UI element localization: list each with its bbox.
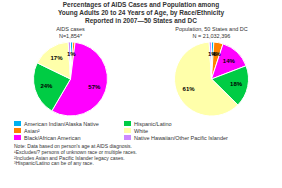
html-text:Note: Data based on person's a: Note: Data based on person's age at AIDS… [14,143,132,149]
html-text:N = 21,032,396: N = 21,032,396 [192,32,231,39]
svg-text:1%: 1% [67,51,76,57]
html-text:American Indian/Alaska Native: American Indian/Alaska Native [24,120,99,127]
html-text:Percentages of AIDS Cases and: Percentages of AIDS Cases and Population… [62,1,220,8]
html-text:Native Hawaiian/Other Pacific: Native Hawaiian/Other Pacific Islander [134,134,228,141]
html-text:²Includes Asian and Pacific Is: ²Includes Asian and Pacific Islander leg… [14,154,125,161]
svg-text:18%: 18% [230,81,243,87]
html-text:Reported in 2007—50 States and: Reported in 2007—50 States and DC [85,17,197,24]
html-text:Black/African American: Black/African American [24,134,81,141]
svg-text:14%: 14% [223,58,236,64]
html-text:White: White [134,127,149,134]
html-text:Population, 50 States and DC: Population, 50 States and DC [175,26,248,32]
html-text:Asian²: Asian² [24,127,40,134]
svg-text:61%: 61% [183,86,196,92]
html-text:N=1,854*: N=1,854* [58,32,82,39]
svg-text:4%: 4% [212,51,221,57]
html-text:³Hispanic/Latino can be of any: ³Hispanic/Latino can be of any race. [14,160,94,167]
html-text:Hispanic/Latino: Hispanic/Latino [134,120,172,127]
svg-text:17%: 17% [50,55,63,61]
html-text:¹Excludes/? persons of unknown: ¹Excludes/? persons of unknown race or m… [14,148,137,155]
svg-text:24%: 24% [40,83,53,89]
svg-text:57%: 57% [88,84,101,90]
html-text:AIDS cases: AIDS cases [56,26,85,32]
html-text:Young Adults 20 to 24 Years of: Young Adults 20 to 24 Years of Age, by R… [57,9,225,16]
